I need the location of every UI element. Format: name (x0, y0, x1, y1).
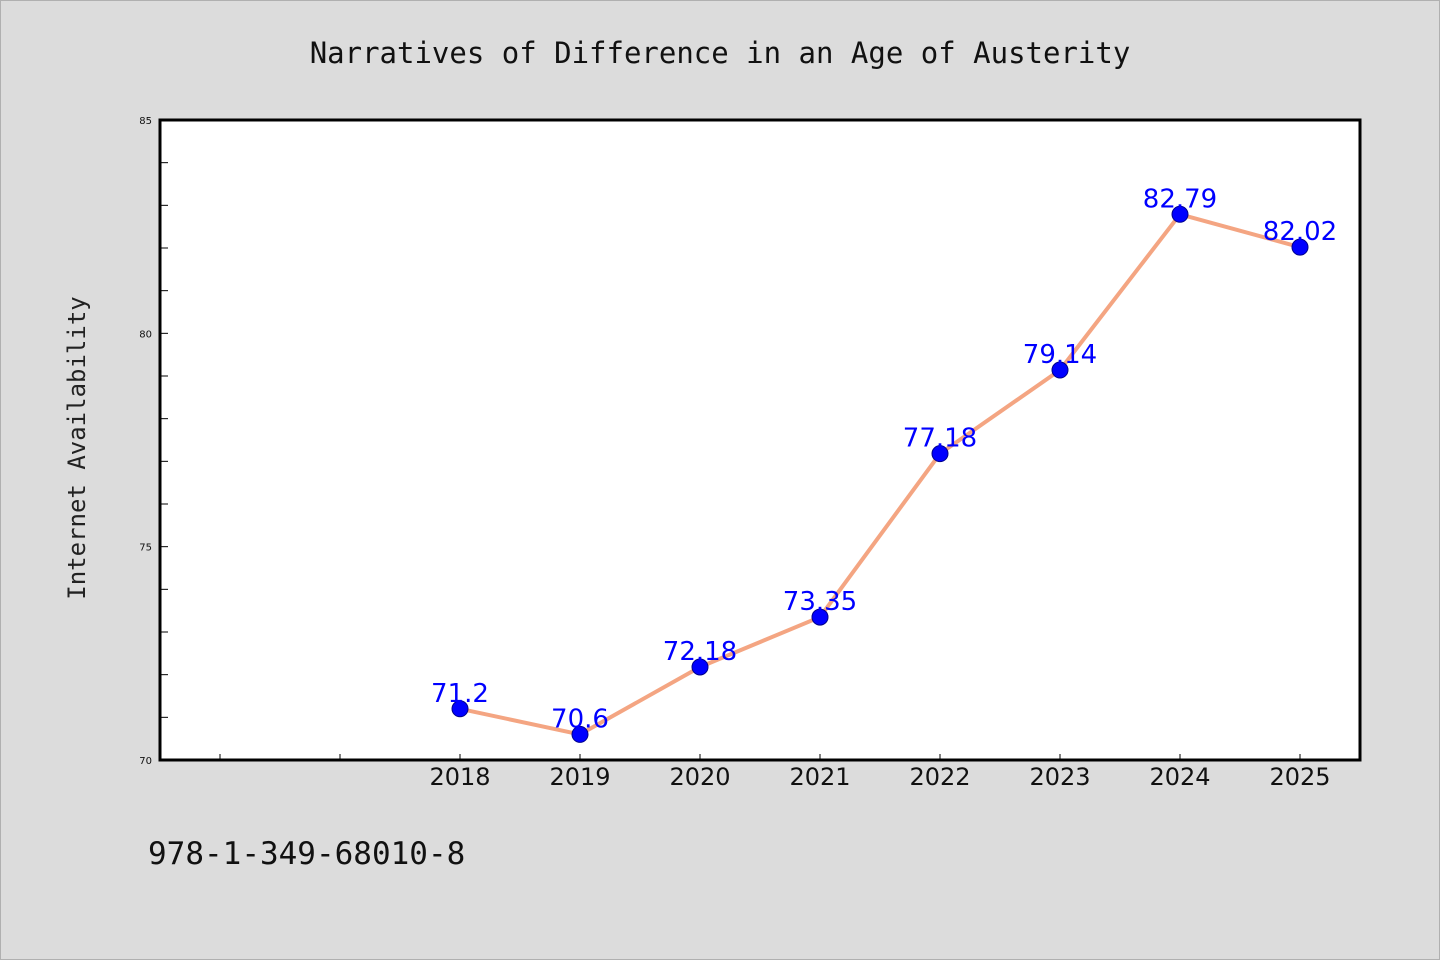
data-point (1291, 238, 1309, 256)
data-label: 70.6 (551, 704, 609, 734)
y-tick-label: 80 (139, 329, 152, 340)
y-tick-label: 70 (139, 756, 152, 767)
data-labels: 71.2 70.6 72.18 73.35 77.18 79.14 82.79 82.02 (431, 184, 1337, 734)
chart-title: Narratives of Difference in an Age of Au… (310, 36, 1131, 70)
series-line (459, 212, 1301, 737)
data-label: 82.79 (1143, 184, 1217, 214)
x-tick-label: 2025 (1269, 763, 1330, 791)
data-point (691, 658, 709, 676)
data-point (451, 700, 469, 718)
x-tick-label: 2018 (429, 763, 490, 791)
plot-border (158, 118, 1362, 762)
x-tick-label: 2022 (909, 763, 970, 791)
isbn-footer: 978-1-349-68010-8 (148, 836, 465, 872)
x-tick-label: 2021 (789, 763, 850, 791)
data-label: 77.18 (903, 424, 977, 454)
x-tick-label: 2020 (669, 763, 730, 791)
data-label: 71.2 (431, 679, 489, 709)
data-markers (451, 205, 1309, 743)
data-label: 79.14 (1023, 340, 1097, 370)
data-label: 72.18 (663, 637, 737, 667)
data-label: 73.35 (783, 587, 857, 617)
y-tick-label: 85 (139, 116, 152, 127)
data-point (1051, 361, 1069, 379)
x-axis: 2018 2019 2020 2021 2022 2023 2024 2025 (219, 754, 1331, 791)
x-tick-label: 2024 (1149, 763, 1210, 791)
data-label: 82.02 (1263, 217, 1337, 247)
plot-area (160, 120, 1360, 760)
y-axis-label: Internet Availability (63, 296, 91, 599)
x-tick-label: 2023 (1029, 763, 1090, 791)
data-point (811, 608, 829, 626)
y-tick-label: 75 (139, 543, 152, 554)
data-point (571, 725, 589, 743)
data-point (931, 445, 949, 463)
x-tick-label: 2019 (549, 763, 610, 791)
data-point (1171, 205, 1189, 223)
